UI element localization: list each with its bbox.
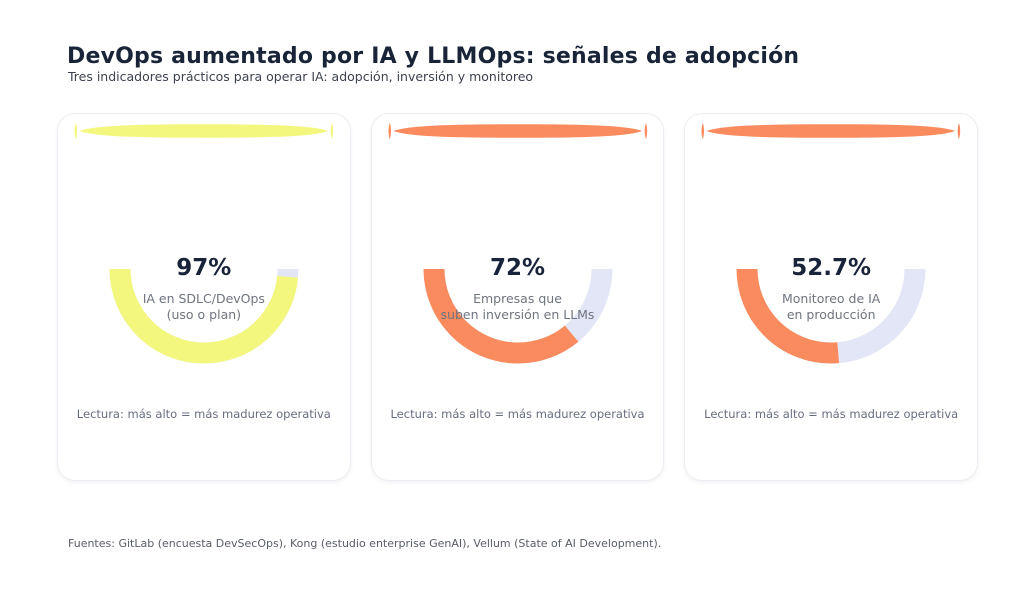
gauge-value: 72% <box>489 255 546 281</box>
gauge-value: 52.7% <box>791 255 872 281</box>
gauge-value-arc <box>736 268 926 364</box>
gauge-value-arc <box>109 268 299 364</box>
gauge-arc-icon <box>109 268 299 364</box>
metric-card-investment: 72% Empresas que suben inversión en LLMs… <box>370 113 665 481</box>
gauge-chart-investment: 72% Empresas que suben inversión en LLMs <box>408 255 628 379</box>
reading-note: Lectura: más alto = más madurez operativ… <box>76 407 331 421</box>
gauge-value-arc <box>423 268 612 364</box>
page-title: DevOps aumentado por IA y LLMOps: señale… <box>67 44 800 69</box>
gauge-chart-monitoring: 52.7% Monitoreo de IA en producción <box>721 255 941 379</box>
metric-cards-row: 97% IA en SDLC/DevOps (uso o plan) Lectu… <box>57 113 979 481</box>
gauge-value: 97% <box>176 255 232 281</box>
metric-card-adoption: 97% IA en SDLC/DevOps (uso o plan) Lectu… <box>57 113 351 481</box>
accent-bar-shape <box>388 122 647 140</box>
accent-bar-icon <box>388 122 647 140</box>
gauge-label: Monitoreo de IA en producción <box>781 291 881 323</box>
gauge-label: Empresas que suben inversión en LLMs <box>440 291 595 323</box>
gauge-arc-icon <box>423 268 612 364</box>
reading-note: Lectura: más alto = más madurez operativ… <box>390 407 645 421</box>
accent-bar-shape <box>74 122 334 140</box>
accent-bar-shape <box>701 122 961 140</box>
gauge-label: IA en SDLC/DevOps (uso o plan) <box>142 291 265 323</box>
accent-bar-icon <box>74 122 334 140</box>
sources-footnote: Fuentes: GitLab (encuesta DevSecOps), Ko… <box>68 537 662 550</box>
page-subtitle: Tres indicadores prácticos para operar I… <box>68 69 534 84</box>
gauge-chart-adoption: 97% IA en SDLC/DevOps (uso o plan) <box>94 255 314 379</box>
gauge-arc-icon <box>736 268 926 364</box>
accent-bar-icon <box>701 122 961 140</box>
reading-note: Lectura: más alto = más madurez operativ… <box>704 407 959 421</box>
metric-card-monitoring: 52.7% Monitoreo de IA en producción Lect… <box>684 113 979 481</box>
